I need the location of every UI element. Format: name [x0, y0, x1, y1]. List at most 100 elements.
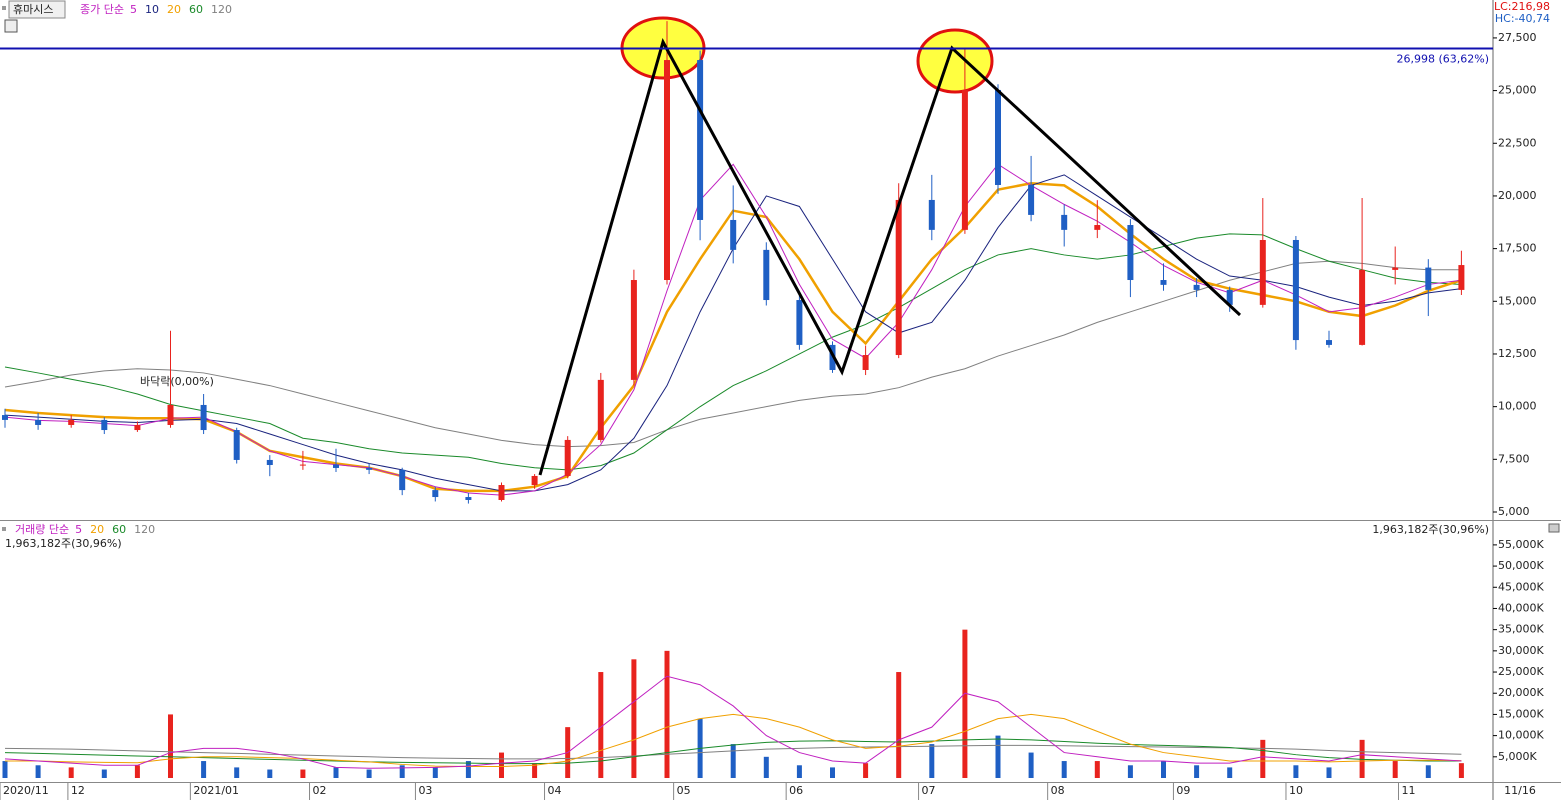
candle-body — [730, 219, 737, 250]
legend-prefix: 종가 단순 — [80, 3, 124, 16]
volume-bar — [1425, 765, 1431, 778]
legend-prefix: 거래량 단순 — [15, 523, 69, 536]
x-tick-label: 02 — [313, 784, 327, 797]
volume-bar — [432, 767, 438, 778]
pane-button[interactable] — [1548, 523, 1560, 533]
y-tick-label: 5,000K — [1498, 750, 1537, 763]
x-tick-label: 2020/11 — [3, 784, 49, 797]
candle-body — [498, 485, 505, 500]
volume-bar — [300, 769, 306, 778]
drawings-back — [620, 16, 994, 94]
x-tick-label: 03 — [418, 784, 432, 797]
candle-body — [995, 89, 1001, 185]
ma-line — [4, 233, 1462, 471]
volume-bar — [1227, 767, 1233, 778]
volume-bar — [1194, 765, 1200, 778]
volume-annotation: 1,963,182주(30,96%) — [1372, 523, 1489, 536]
candle-body — [928, 199, 935, 230]
legend-entry: 60 — [189, 3, 203, 16]
drawings-front — [538, 38, 1242, 476]
candle-body — [763, 249, 770, 301]
candle-body — [1061, 214, 1068, 230]
x-tick-label: 07 — [922, 784, 936, 797]
legend-entry: 60 — [112, 523, 126, 536]
volume-bar — [631, 659, 637, 778]
volume-bar — [863, 763, 869, 778]
candle-body — [1127, 225, 1134, 281]
ma-line — [4, 260, 1462, 448]
ma-line — [4, 163, 1462, 496]
highlight-ellipse — [916, 28, 994, 94]
candle-body — [432, 490, 439, 498]
volume-bar — [1392, 761, 1398, 778]
candle-body — [697, 60, 704, 220]
volume-annotation: 1,963,182주(30,96%) — [5, 537, 122, 550]
volume-bar — [763, 756, 769, 778]
candle-body — [465, 497, 472, 500]
x-tick-label: 06 — [789, 784, 803, 797]
y-tick-label: 45,000K — [1498, 580, 1544, 593]
candle-body — [366, 467, 373, 470]
candle-body — [1193, 284, 1200, 290]
candle-body — [101, 419, 108, 431]
candle-body — [1359, 269, 1366, 345]
volume-bar — [399, 765, 405, 778]
candle-body — [1458, 265, 1465, 290]
volume-bar — [1326, 767, 1332, 778]
x-tick-label: 08 — [1051, 784, 1065, 797]
volume-bar — [1127, 765, 1133, 778]
legend-entry: 20 — [90, 523, 104, 536]
hc-label: HC:-40,74 — [1495, 12, 1550, 25]
current-date: 11/16 — [1504, 784, 1536, 797]
y-tick-label: 15,000K — [1498, 707, 1544, 720]
y-tick-label: 22,500 — [1498, 136, 1537, 149]
y-tick-label: 25,000 — [1498, 84, 1537, 97]
marks — [2, 21, 1465, 778]
x-tick-label: 09 — [1176, 784, 1190, 797]
volume-bar — [1028, 752, 1034, 778]
volume-bar — [465, 761, 471, 778]
y-tick-label: 55,000K — [1498, 538, 1544, 551]
volume-bar — [333, 767, 339, 778]
volume-bar — [730, 744, 736, 778]
candle-body — [531, 475, 538, 486]
table-icon[interactable] — [4, 19, 18, 33]
volume-bar — [234, 767, 240, 778]
ma-line — [4, 744, 1462, 760]
volume-bar — [1161, 761, 1166, 778]
y-tick-label: 25,000K — [1498, 665, 1544, 678]
volume-bar — [1094, 761, 1100, 778]
volume-bar — [134, 765, 140, 778]
candle-body — [333, 464, 339, 468]
candle-body — [1326, 340, 1332, 345]
legend-entry: 5 — [130, 3, 137, 16]
volume-bar — [2, 761, 8, 778]
candle-body — [1392, 267, 1399, 270]
candle-body — [200, 404, 207, 431]
x-tick-label: 12 — [71, 784, 85, 797]
volume-bar — [929, 744, 935, 778]
ma-line — [5, 713, 1462, 768]
symbol-box[interactable] — [8, 0, 66, 19]
volume-bar — [598, 672, 604, 778]
legend-entry: 5 — [75, 523, 82, 536]
y-tick-label: 35,000K — [1498, 623, 1544, 636]
volume-bar — [68, 767, 74, 778]
candle-body — [1259, 239, 1266, 305]
volume-bar — [796, 765, 802, 778]
candle-body — [1226, 289, 1233, 305]
y-tick-label: 20,000K — [1498, 686, 1544, 699]
volume-bar — [366, 769, 372, 778]
x-tick-label: 04 — [548, 784, 562, 797]
legend-entry: 120 — [134, 523, 155, 536]
y-tick-label: 10,000 — [1498, 400, 1537, 413]
candle-body — [961, 89, 968, 230]
candle-body — [1160, 280, 1167, 285]
volume-bar — [267, 769, 273, 778]
volume-bar — [995, 735, 1001, 778]
volume-bar — [35, 765, 41, 778]
legend-entry: 20 — [167, 3, 181, 16]
y-tick-label: 10,000K — [1498, 729, 1544, 742]
